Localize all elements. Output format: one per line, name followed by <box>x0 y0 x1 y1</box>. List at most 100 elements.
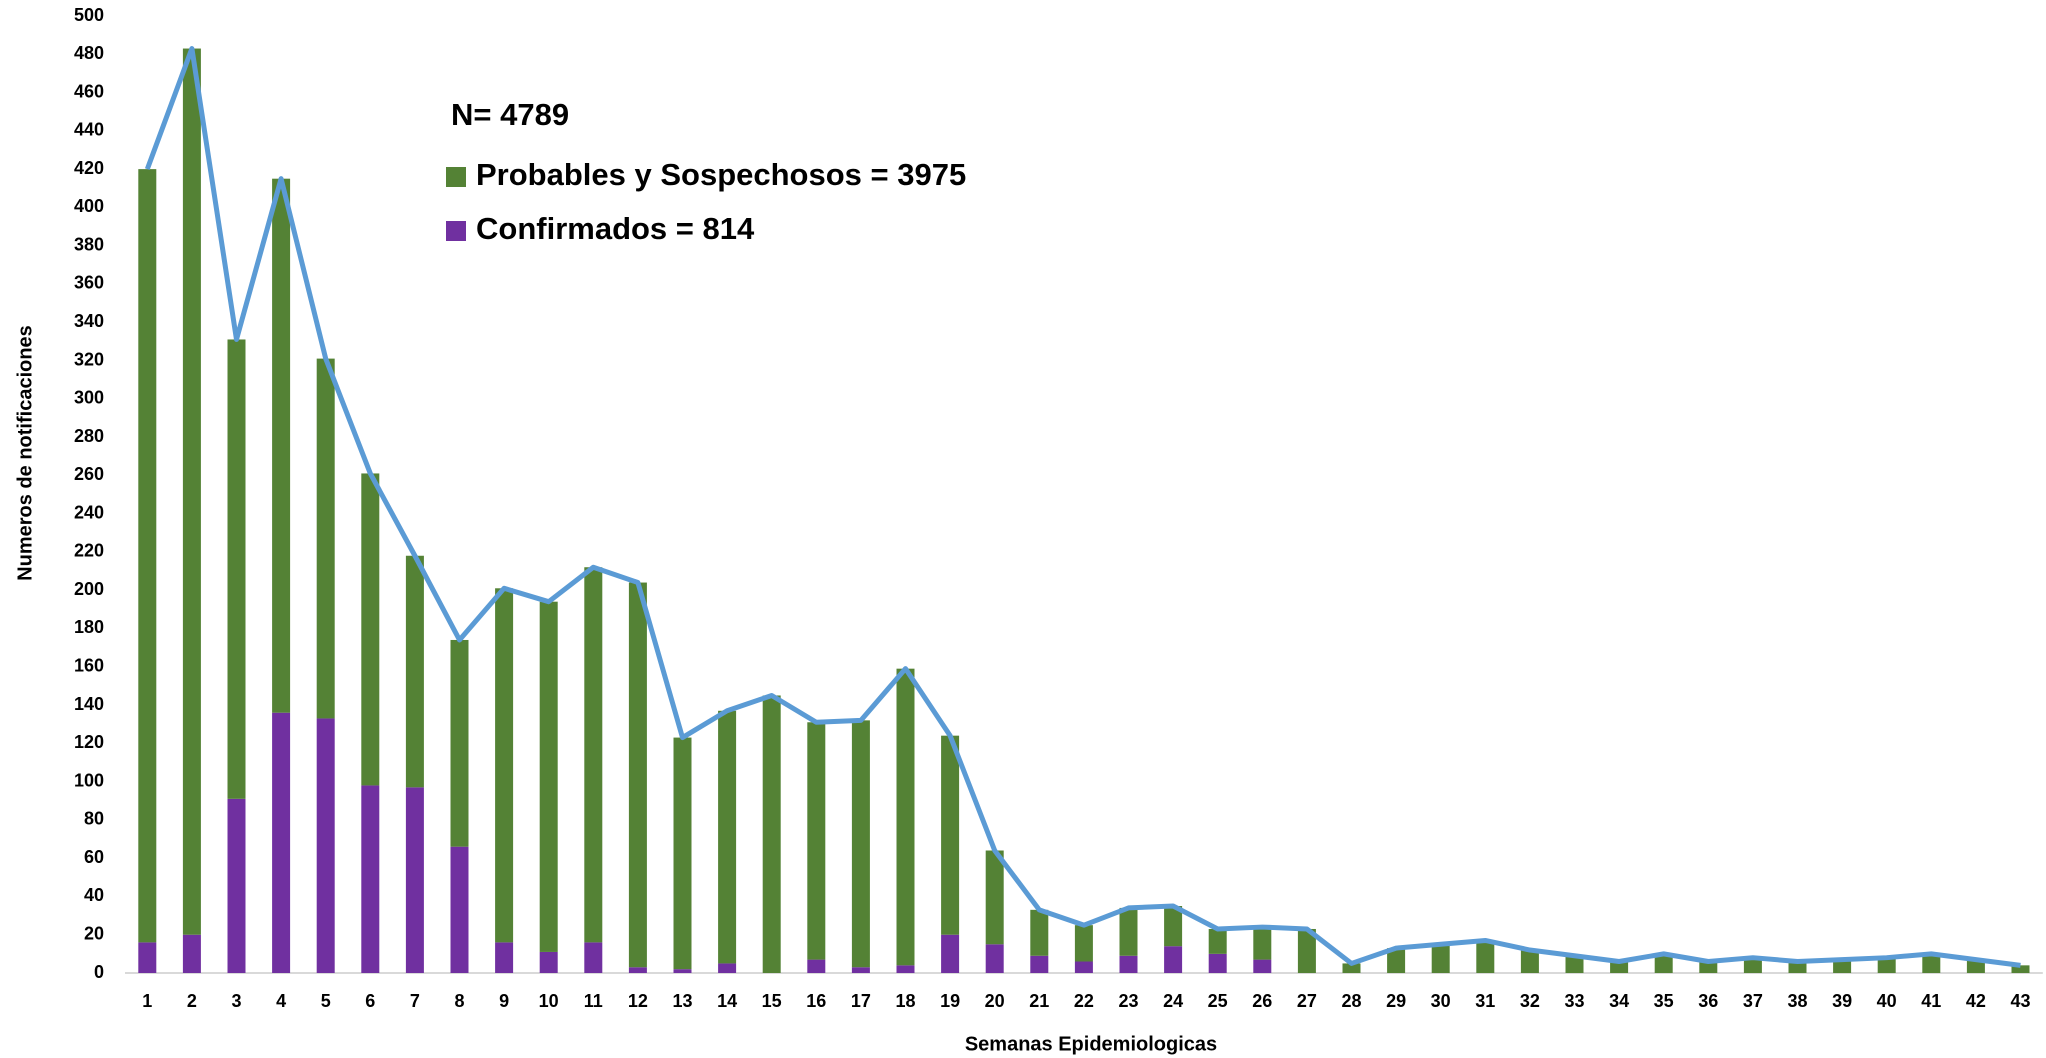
bar <box>1075 925 1093 961</box>
x-tick-label: 18 <box>895 991 915 1011</box>
y-tick-label: 420 <box>74 158 104 178</box>
y-tick-label: 180 <box>74 617 104 637</box>
bar <box>852 720 870 967</box>
y-tick-label: 300 <box>74 388 104 408</box>
x-tick-label: 5 <box>321 991 331 1011</box>
bar <box>1120 956 1138 973</box>
bar <box>540 602 558 952</box>
y-tick-label: 260 <box>74 464 104 484</box>
x-tick-label: 2 <box>187 991 197 1011</box>
x-tick-label: 9 <box>499 991 509 1011</box>
bar <box>1209 954 1227 973</box>
bar <box>272 713 290 973</box>
x-tick-label: 35 <box>1654 991 1674 1011</box>
bar <box>852 967 870 973</box>
y-tick-label: 380 <box>74 234 104 254</box>
bar <box>1253 960 1271 973</box>
y-tick-label: 280 <box>74 426 104 446</box>
bar <box>584 567 602 942</box>
bar <box>674 969 692 973</box>
x-tick-label: 20 <box>985 991 1005 1011</box>
bar <box>1164 946 1182 973</box>
y-tick-label: 80 <box>84 809 104 829</box>
bar <box>718 711 736 964</box>
bar <box>495 942 513 973</box>
x-tick-label: 28 <box>1341 991 1361 1011</box>
x-tick-label: 16 <box>806 991 826 1011</box>
legend-label: Probables y Sospechosos = 3975 <box>476 157 966 192</box>
bar <box>1432 944 1450 973</box>
bar <box>1030 910 1048 956</box>
y-tick-label: 100 <box>74 770 104 790</box>
y-tick-label: 460 <box>74 81 104 101</box>
bar <box>317 359 335 719</box>
x-tick-label: 36 <box>1698 991 1718 1011</box>
bar <box>183 49 201 935</box>
x-tick-label: 27 <box>1297 991 1317 1011</box>
bar <box>1120 908 1138 956</box>
x-tick-label: 4 <box>276 991 286 1011</box>
bar <box>183 935 201 973</box>
bar <box>674 738 692 970</box>
legend-swatch <box>446 167 466 187</box>
x-tick-label: 17 <box>851 991 871 1011</box>
bar <box>897 965 915 973</box>
line <box>147 49 2020 966</box>
x-tick-label: 41 <box>1921 991 1941 1011</box>
bar <box>941 935 959 973</box>
x-tick-label: 24 <box>1163 991 1183 1011</box>
y-tick-label: 220 <box>74 541 104 561</box>
x-axis-title: Semanas Epidemiologicas <box>965 1033 1217 1055</box>
bar <box>406 556 424 788</box>
x-tick-label: 7 <box>410 991 420 1011</box>
x-tick-label: 37 <box>1743 991 1763 1011</box>
bar <box>1521 950 1539 973</box>
bar <box>807 722 825 959</box>
x-tick-label: 31 <box>1475 991 1495 1011</box>
chart: Semanas Epidemiologicas Numeros de notif… <box>0 0 2046 1058</box>
bar <box>718 963 736 973</box>
y-tick-label: 20 <box>84 923 104 943</box>
x-tick-label: 10 <box>539 991 559 1011</box>
bar <box>629 967 647 973</box>
x-tick-label: 30 <box>1431 991 1451 1011</box>
legend-swatch <box>446 221 466 241</box>
x-tick-label: 14 <box>717 991 737 1011</box>
x-tick-label: 38 <box>1787 991 1807 1011</box>
bar <box>629 583 647 968</box>
y-tick-label: 400 <box>74 196 104 216</box>
y-axis-title: Numeros de notificaciones <box>14 325 36 581</box>
x-tick-label: 15 <box>762 991 782 1011</box>
y-tick-label: 320 <box>74 349 104 369</box>
x-tick-label: 1 <box>142 991 152 1011</box>
bar <box>1209 929 1227 954</box>
bar <box>1030 956 1048 973</box>
y-tick-label: 0 <box>94 962 104 982</box>
y-tick-label: 40 <box>84 885 104 905</box>
bar <box>897 669 915 966</box>
bar <box>138 942 156 973</box>
annotation: N= 4789 <box>451 97 569 132</box>
x-tick-label: 42 <box>1966 991 1986 1011</box>
y-tick-label: 120 <box>74 732 104 752</box>
bar <box>540 952 558 973</box>
bar <box>986 944 1004 973</box>
y-tick-label: 440 <box>74 120 104 140</box>
x-tick-label: 39 <box>1832 991 1852 1011</box>
bar <box>1075 962 1093 973</box>
y-tick-label: 360 <box>74 273 104 293</box>
bar <box>361 473 379 785</box>
y-tick-label: 340 <box>74 311 104 331</box>
y-tick-label: 140 <box>74 694 104 714</box>
legend-label: Confirmados = 814 <box>476 211 755 246</box>
x-tick-label: 33 <box>1564 991 1584 1011</box>
x-tick-label: 19 <box>940 991 960 1011</box>
y-tick-label: 240 <box>74 502 104 522</box>
bar <box>1476 940 1494 973</box>
x-tick-label: 40 <box>1877 991 1897 1011</box>
x-tick-label: 29 <box>1386 991 1406 1011</box>
bar <box>986 851 1004 945</box>
bar <box>584 942 602 973</box>
x-tick-label: 3 <box>231 991 241 1011</box>
y-tick-label: 500 <box>74 5 104 25</box>
